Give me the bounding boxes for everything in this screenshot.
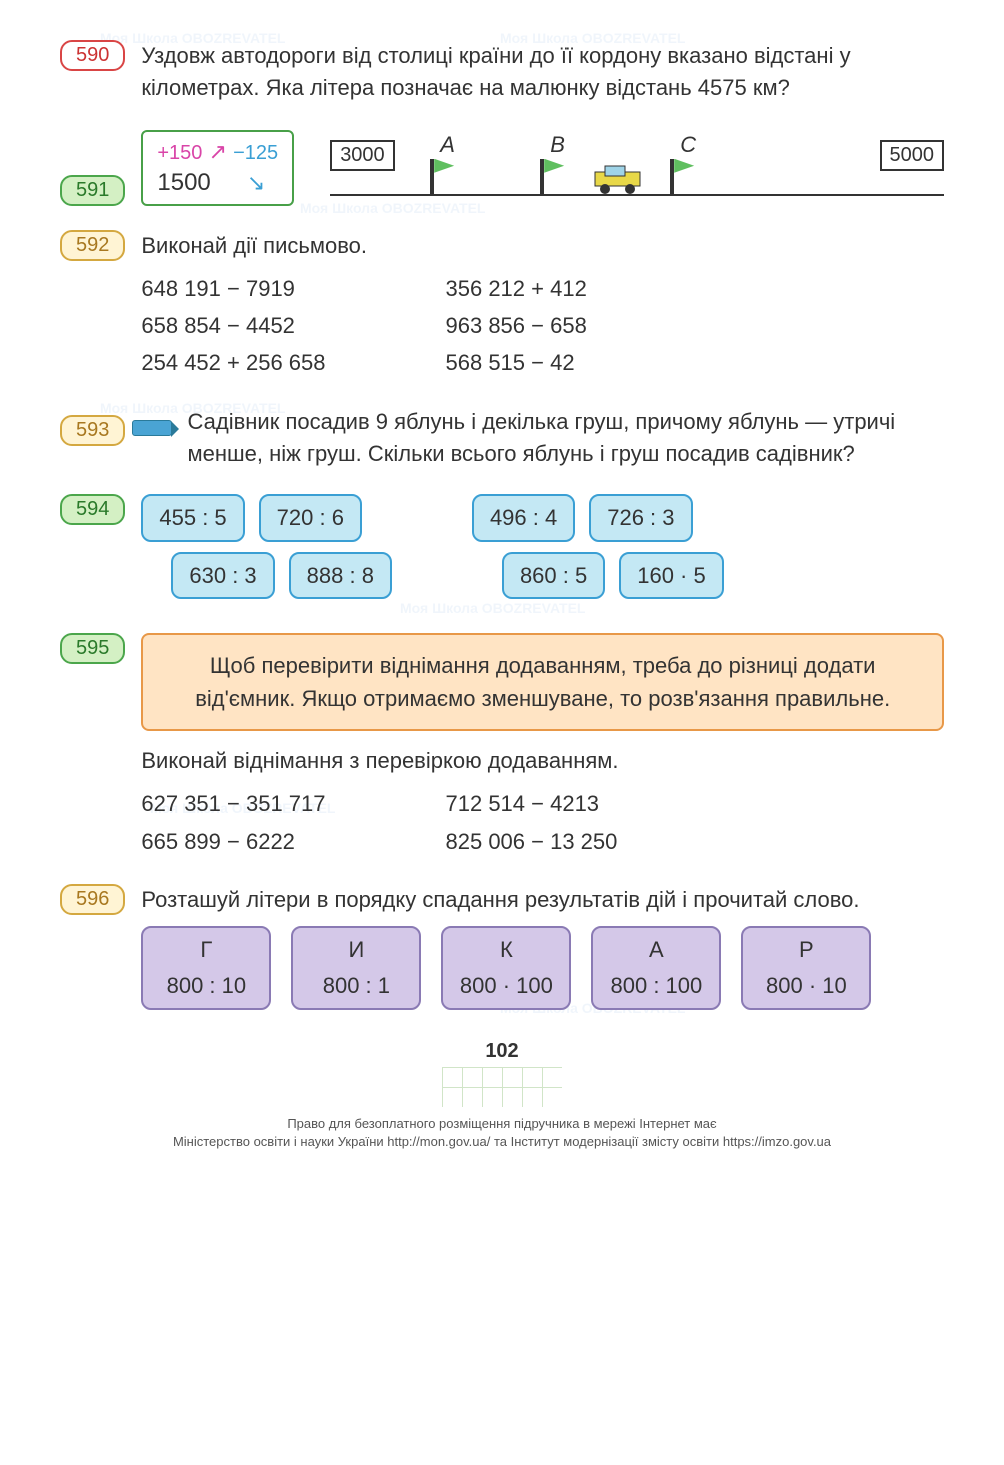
letter-chip: И 800 : 1 xyxy=(291,926,421,1010)
math-chip: 888 : 8 xyxy=(289,552,392,600)
exercise-text: Садівник посадив 9 яблунь і декілька гру… xyxy=(188,406,945,470)
arrow-up-icon: ↗ xyxy=(209,139,227,164)
letter-chip: К 800 · 100 xyxy=(441,926,571,1010)
math-column-2: 712 514 − 4213 825 006 − 13 250 xyxy=(446,785,618,860)
math-chip: 860 : 5 xyxy=(502,552,605,600)
math-chip: 496 : 4 xyxy=(472,494,575,542)
math-column-2: 356 212 + 412 963 856 − 658 568 515 − 42 xyxy=(446,270,587,382)
exercise-592: 592 Виконай дії письмово. 648 191 − 7919… xyxy=(60,230,944,382)
exercise-number: 596 xyxy=(60,884,125,915)
exercise-595: 595 Щоб перевірити віднімання додаванням… xyxy=(60,633,944,860)
exercise-594: 594 455 : 5 720 : 6 630 : 3 888 : 8 496 … xyxy=(60,494,944,610)
road-diagram: 3000 A B C 5000 xyxy=(330,136,944,206)
exercise-text: Уздовж автодороги від столиці країни до … xyxy=(141,40,944,104)
info-box: Щоб перевірити віднімання додаванням, тр… xyxy=(141,633,944,731)
exercise-number: 594 xyxy=(60,494,125,525)
pencil-icon xyxy=(132,420,172,436)
page-grid-decoration xyxy=(442,1067,562,1107)
sign-right: 5000 xyxy=(880,140,945,171)
exercise-number: 592 xyxy=(60,230,125,261)
exercise-subtitle: Виконай віднімання з перевіркою додаванн… xyxy=(141,745,944,777)
math-column-1: 648 191 − 7919 658 854 − 4452 254 452 + … xyxy=(141,270,325,382)
letter-chip: А 800 : 100 xyxy=(591,926,721,1010)
exercise-number: 591 xyxy=(60,175,125,206)
flag-b: B xyxy=(550,132,565,158)
flag-c: C xyxy=(680,132,696,158)
exercise-590: 590 Уздовж автодороги від столиці країни… xyxy=(60,40,944,104)
math-chip: 160 · 5 xyxy=(619,552,724,600)
exercise-number: 593 xyxy=(60,415,125,446)
page-number: 102 xyxy=(60,1040,944,1063)
footer-text: Право для безоплатного розміщення підруч… xyxy=(60,1115,944,1151)
arrow-down-icon: ↘ xyxy=(247,170,265,195)
exercise-text: Розташуй літери в порядку спадання резул… xyxy=(141,884,944,916)
exercise-593: 593 Садівник посадив 9 яблунь і декілька… xyxy=(60,406,944,470)
exercise-number: 595 xyxy=(60,633,125,664)
exercise-title: Виконай дії письмово. xyxy=(141,230,944,262)
math-chip: 455 : 5 xyxy=(141,494,244,542)
exercise-number: 590 xyxy=(60,40,125,71)
exercise-596: 596 Розташуй літери в порядку спадання р… xyxy=(60,884,944,1010)
sign-left: 3000 xyxy=(330,140,395,171)
letter-chip: Г 800 : 10 xyxy=(141,926,271,1010)
exercise-591: 591 +150 ↗ −125 1500 ↘ 3000 A B C 50 xyxy=(60,128,944,206)
letter-chip: Р 800 · 10 xyxy=(741,926,871,1010)
math-column-1: 627 351 − 351 717 665 899 − 6222 xyxy=(141,785,325,860)
flag-a: A xyxy=(440,132,455,158)
math-chip: 726 : 3 xyxy=(589,494,692,542)
calculation-diagram: +150 ↗ −125 1500 ↘ xyxy=(141,130,294,206)
car-icon xyxy=(590,164,645,194)
math-chip: 630 : 3 xyxy=(171,552,274,600)
math-chip: 720 : 6 xyxy=(259,494,362,542)
